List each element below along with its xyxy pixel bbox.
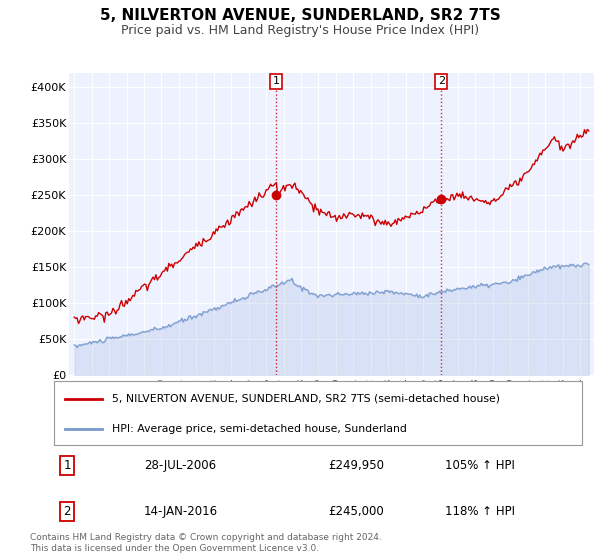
Text: 2: 2 — [437, 77, 445, 86]
Text: 105% ↑ HPI: 105% ↑ HPI — [445, 459, 515, 473]
Text: Price paid vs. HM Land Registry's House Price Index (HPI): Price paid vs. HM Land Registry's House … — [121, 24, 479, 36]
Text: 5, NILVERTON AVENUE, SUNDERLAND, SR2 7TS (semi-detached house): 5, NILVERTON AVENUE, SUNDERLAND, SR2 7TS… — [112, 394, 500, 404]
Text: Contains HM Land Registry data © Crown copyright and database right 2024.
This d: Contains HM Land Registry data © Crown c… — [30, 533, 382, 553]
Text: 5, NILVERTON AVENUE, SUNDERLAND, SR2 7TS: 5, NILVERTON AVENUE, SUNDERLAND, SR2 7TS — [100, 8, 500, 24]
Text: 1: 1 — [64, 459, 71, 473]
Text: £249,950: £249,950 — [329, 459, 385, 473]
Text: 28-JUL-2006: 28-JUL-2006 — [144, 459, 216, 473]
Text: £245,000: £245,000 — [329, 505, 385, 518]
Text: 1: 1 — [272, 77, 280, 86]
Text: 14-JAN-2016: 14-JAN-2016 — [144, 505, 218, 518]
Text: 2: 2 — [64, 505, 71, 518]
Text: 118% ↑ HPI: 118% ↑ HPI — [445, 505, 515, 518]
Text: HPI: Average price, semi-detached house, Sunderland: HPI: Average price, semi-detached house,… — [112, 424, 407, 434]
